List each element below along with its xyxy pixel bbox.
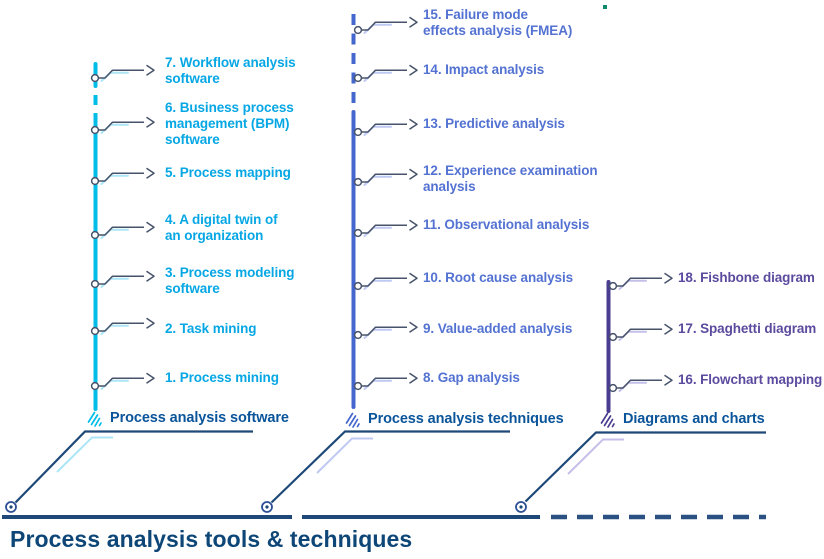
column-2-footer: Process analysis techniques [344, 410, 564, 428]
connector-arrow-icon [353, 219, 418, 238]
connector-arrow-icon [90, 221, 155, 240]
list-item: 11. Observational analysis [423, 217, 590, 232]
list-item: 4. A digital twin of an organization [165, 212, 278, 243]
column-2-bracket [261, 430, 510, 513]
connector-arrow-icon [90, 116, 155, 135]
connector-arrow-icon [353, 168, 418, 187]
column-3-footer: Diagrams and charts [599, 410, 765, 428]
list-item: 3. Process modeling software [165, 265, 295, 296]
column-1-bracket [5, 430, 253, 513]
list-item: 15. Failure mode effects analysis (FMEA) [423, 7, 573, 38]
hatch-icon [600, 412, 615, 428]
list-item: 6. Business process management (BPM) sof… [165, 100, 294, 147]
connector-arrow-icon [353, 64, 418, 83]
connector-arrow-icon [353, 372, 418, 391]
list-item: 2. Task mining [165, 321, 257, 336]
page-title: Process analysis tools & techniques [10, 526, 413, 552]
connector-arrow-icon [608, 323, 673, 342]
list-item: 9. Value-added analysis [423, 321, 573, 336]
column-1-footer: Process analysis software [86, 409, 289, 427]
column-2-echo-line [316, 437, 373, 474]
connector-arrow-icon [608, 374, 673, 393]
column-1-label: Process analysis software [110, 410, 289, 426]
column-3-label: Diagrams and charts [623, 411, 765, 427]
list-item: 16. Flowchart mapping [678, 372, 823, 387]
column-3-bracket [515, 431, 766, 513]
connector-arrow-icon [608, 272, 673, 291]
connector-arrow-icon [90, 270, 155, 289]
hatch-icon [87, 411, 102, 427]
column-3-echo-line [567, 438, 624, 475]
list-item: 17. Spaghetti diagram [678, 321, 817, 336]
decor-dot [603, 5, 607, 9]
list-item: 18. Fishbone diagram [678, 270, 815, 285]
connector-arrow-icon [353, 118, 418, 137]
connector-arrow-icon [353, 272, 418, 291]
connector-arrow-icon [90, 167, 155, 186]
list-item: 12. Experience examination analysis [423, 163, 598, 194]
list-item: 13. Predictive analysis [423, 116, 565, 131]
list-item: 14. Impact analysis [423, 62, 545, 77]
connector-arrow-icon [353, 321, 418, 340]
hatch-icon [345, 412, 360, 428]
connector-arrow-icon [353, 16, 418, 35]
connector-arrow-icon [90, 317, 155, 336]
list-item: 8. Gap analysis [423, 370, 520, 385]
connector-arrow-icon [90, 372, 155, 391]
column-1-echo-line [56, 436, 113, 473]
connector-arrow-icon [90, 64, 155, 83]
list-item: 10. Root cause analysis [423, 270, 574, 285]
column-2-label: Process analysis techniques [368, 411, 564, 427]
list-item: 5. Process mapping [165, 165, 291, 180]
list-item: 7. Workflow analysis software [165, 55, 296, 86]
list-item: 1. Process mining [165, 370, 279, 385]
